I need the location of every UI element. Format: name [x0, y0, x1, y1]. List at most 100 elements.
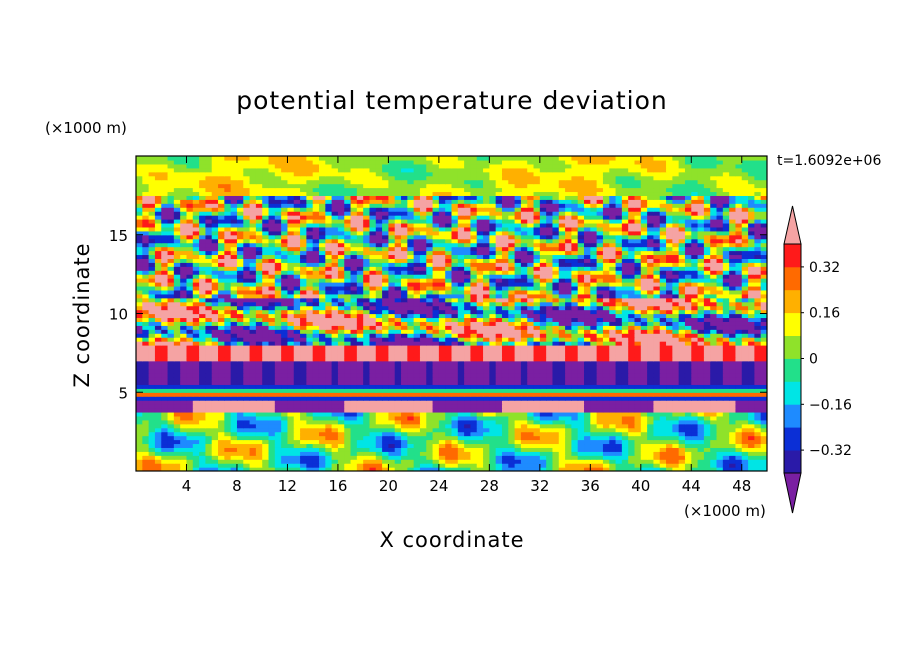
heatmap-cell [760, 443, 767, 448]
heatmap-cell [748, 278, 755, 283]
heatmap-cell [211, 360, 219, 366]
heatmap-cell [192, 455, 200, 460]
heatmap-cell [293, 345, 301, 350]
heatmap-cell [136, 408, 143, 413]
heatmap-cell [628, 423, 636, 429]
heatmap-cell [268, 467, 276, 471]
heatmap-cell [483, 400, 490, 405]
heatmap-cell [161, 463, 169, 468]
heatmap-cell [432, 278, 440, 283]
heatmap-cell [186, 396, 194, 401]
heatmap-cell [249, 282, 257, 287]
heatmap-cell [312, 376, 320, 382]
heatmap-cell [363, 404, 371, 409]
heatmap-cell [236, 400, 244, 405]
heatmap-cell [154, 380, 162, 385]
heatmap-cell [539, 321, 547, 326]
heatmap-cell [760, 439, 767, 445]
heatmap-cell [281, 301, 289, 307]
heatmap-cell [495, 427, 503, 433]
heatmap-cell [710, 356, 718, 362]
heatmap-cell [647, 376, 655, 382]
heatmap-cell [205, 415, 213, 421]
heatmap-cell [464, 396, 472, 401]
heatmap-cell [722, 329, 730, 334]
heatmap-cell [495, 463, 503, 468]
heatmap-cell [375, 419, 383, 425]
heatmap-cell [413, 384, 421, 389]
heatmap-cell [382, 329, 389, 334]
heatmap-cell [710, 305, 718, 311]
heatmap-cell [760, 352, 767, 358]
heatmap-cell [369, 368, 377, 374]
heatmap-cell [697, 285, 705, 291]
heatmap-cell [760, 368, 767, 374]
heatmap-cell [230, 411, 238, 417]
heatmap-cell [218, 289, 225, 295]
heatmap-cell [710, 376, 718, 382]
heatmap-cell [539, 333, 547, 338]
heatmap-cell [760, 400, 767, 405]
heatmap-cell [596, 313, 604, 319]
heatmap-cell [571, 278, 579, 283]
heatmap-cell [262, 396, 270, 401]
heatmap-cell [495, 443, 503, 448]
heatmap-cell [375, 423, 383, 429]
heatmap-cell [495, 435, 503, 441]
heatmap-cell [697, 392, 705, 397]
heatmap-cell [571, 341, 579, 346]
heatmap-cell [615, 285, 623, 291]
heatmap-cell [407, 337, 415, 342]
heatmap-cell [148, 388, 156, 393]
heatmap-cell [495, 309, 503, 315]
heatmap-cell [489, 447, 497, 452]
heatmap-cell [318, 293, 326, 299]
heatmap-cell [306, 380, 314, 385]
heatmap-cell [722, 364, 730, 370]
heatmap-cell [401, 384, 408, 389]
heatmap-cell [230, 368, 238, 374]
heatmap-cell [729, 431, 737, 437]
heatmap-cell [438, 384, 446, 389]
heatmap-cell [167, 415, 175, 421]
heatmap-cell [255, 463, 263, 468]
heatmap-cell [533, 467, 541, 471]
heatmap-cell [710, 431, 718, 437]
heatmap-cell [621, 463, 629, 468]
heatmap-cell [760, 278, 767, 283]
heatmap-cell [167, 411, 175, 417]
heatmap-cell [199, 364, 207, 370]
heatmap-cell [483, 404, 490, 409]
heatmap-cell [533, 333, 541, 338]
heatmap-cell [401, 309, 408, 315]
heatmap-cell [729, 301, 737, 307]
heatmap-cell [590, 317, 598, 322]
heatmap-cell [350, 285, 358, 291]
heatmap-cell [274, 408, 282, 413]
heatmap-cell [735, 297, 743, 303]
heatmap-cell [394, 435, 402, 441]
heatmap-cell [154, 447, 162, 452]
heatmap-cell [476, 309, 484, 315]
heatmap-cell [634, 313, 642, 319]
heatmap-cell [691, 404, 699, 409]
heatmap-cell [426, 274, 434, 279]
heatmap-cell [438, 415, 446, 421]
heatmap-cell [672, 289, 680, 295]
heatmap-cell [426, 404, 434, 409]
heatmap-cell [457, 364, 465, 370]
heatmap-cell [186, 400, 194, 405]
heatmap-cell [684, 447, 692, 452]
heatmap-cell [546, 360, 554, 366]
heatmap-cell [255, 427, 263, 433]
heatmap-cell [136, 329, 143, 334]
heatmap-cell [621, 419, 629, 425]
heatmap-cell [684, 352, 692, 358]
heatmap-cell [426, 309, 434, 315]
heatmap-cell [218, 451, 225, 456]
heatmap-cell [154, 352, 162, 358]
heatmap-cell [729, 423, 737, 429]
heatmap-cell [186, 352, 194, 358]
heatmap-cell [571, 337, 579, 342]
heatmap-cell [748, 352, 755, 358]
